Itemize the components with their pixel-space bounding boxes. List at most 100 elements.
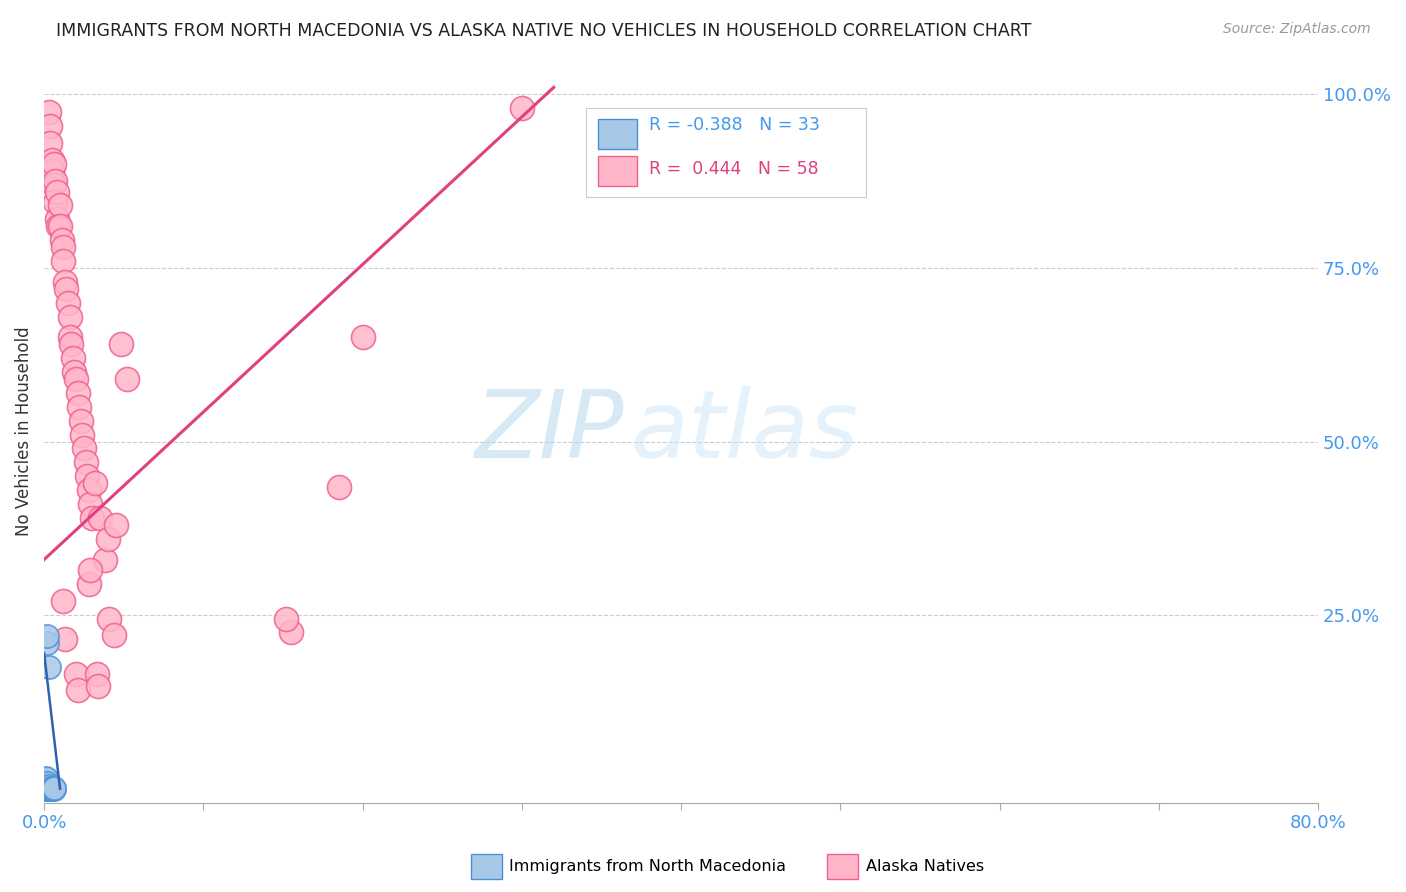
Point xyxy=(38,779,60,793)
Point xyxy=(84,476,107,491)
FancyBboxPatch shape xyxy=(585,108,866,197)
Point xyxy=(76,469,98,483)
Point xyxy=(79,563,101,577)
Text: Immigrants from North Macedonia: Immigrants from North Macedonia xyxy=(509,859,786,873)
Point xyxy=(45,212,67,227)
Point xyxy=(69,414,91,428)
Point xyxy=(49,198,72,212)
Point xyxy=(510,101,533,115)
Point xyxy=(52,240,75,254)
Point xyxy=(110,337,132,351)
Point xyxy=(75,455,97,469)
Point xyxy=(65,667,87,681)
Point xyxy=(37,781,59,796)
Point xyxy=(37,776,59,790)
Point xyxy=(48,219,70,234)
Point xyxy=(35,772,58,786)
Point xyxy=(276,611,298,625)
Point xyxy=(38,781,60,796)
Point xyxy=(37,780,59,795)
Point xyxy=(352,330,374,344)
Point xyxy=(38,780,60,795)
Point xyxy=(49,219,72,234)
Point xyxy=(35,773,58,788)
Point xyxy=(103,627,125,641)
Point xyxy=(35,778,58,792)
Point xyxy=(35,778,58,792)
Text: IMMIGRANTS FROM NORTH MACEDONIA VS ALASKA NATIVE NO VEHICLES IN HOUSEHOLD CORREL: IMMIGRANTS FROM NORTH MACEDONIA VS ALASK… xyxy=(56,22,1032,40)
Point xyxy=(63,365,86,379)
Point xyxy=(35,776,58,790)
Point xyxy=(79,497,101,511)
Point xyxy=(72,427,94,442)
Point xyxy=(56,295,79,310)
Point xyxy=(37,629,59,643)
Point xyxy=(41,153,63,168)
Point xyxy=(38,104,60,119)
Point xyxy=(62,351,84,366)
Point xyxy=(35,775,58,789)
Point xyxy=(52,594,75,608)
Point xyxy=(44,174,66,188)
FancyBboxPatch shape xyxy=(599,156,637,186)
Point xyxy=(80,511,103,525)
Point xyxy=(42,780,65,795)
Point xyxy=(35,774,58,789)
Point xyxy=(42,178,65,192)
Text: Source: ZipAtlas.com: Source: ZipAtlas.com xyxy=(1223,22,1371,37)
Point xyxy=(35,777,58,791)
Point xyxy=(73,442,96,456)
Point xyxy=(97,532,120,546)
Point xyxy=(65,372,87,386)
Point xyxy=(37,779,59,793)
Point xyxy=(51,233,73,247)
Point xyxy=(52,254,75,268)
Point xyxy=(41,781,63,796)
Point xyxy=(89,511,111,525)
Point xyxy=(44,194,66,209)
Point xyxy=(328,480,350,494)
Point xyxy=(39,780,62,795)
FancyBboxPatch shape xyxy=(599,119,637,149)
Text: R = -0.388   N = 33: R = -0.388 N = 33 xyxy=(650,116,820,134)
Text: Alaska Natives: Alaska Natives xyxy=(866,859,984,873)
Point xyxy=(93,552,115,566)
Point xyxy=(35,781,58,796)
Point xyxy=(38,660,60,674)
Point xyxy=(42,781,65,796)
Text: atlas: atlas xyxy=(630,385,859,476)
Point xyxy=(98,611,121,625)
Point xyxy=(35,772,58,786)
Text: ZIP: ZIP xyxy=(474,385,624,476)
Point xyxy=(45,185,67,199)
Point xyxy=(38,780,60,795)
Point xyxy=(58,310,80,324)
Point xyxy=(35,780,58,795)
Point xyxy=(39,136,62,150)
Point xyxy=(280,625,302,640)
Point xyxy=(39,781,62,796)
Point xyxy=(104,517,127,532)
Point xyxy=(35,779,58,793)
Y-axis label: No Vehicles in Household: No Vehicles in Household xyxy=(15,326,32,536)
Point xyxy=(66,683,89,698)
Point xyxy=(37,636,59,650)
Point xyxy=(60,337,83,351)
Point xyxy=(42,157,65,171)
Point xyxy=(37,778,59,792)
Point xyxy=(58,330,80,344)
Point xyxy=(66,385,89,400)
Point xyxy=(53,275,76,289)
Point xyxy=(55,282,77,296)
Point xyxy=(35,780,58,795)
Point xyxy=(86,667,108,681)
Point xyxy=(77,577,100,591)
Point xyxy=(39,119,62,133)
Point xyxy=(35,772,58,787)
Point xyxy=(115,372,138,386)
Point xyxy=(87,679,110,693)
Point xyxy=(77,483,100,497)
Point xyxy=(53,632,76,647)
Point xyxy=(35,774,58,789)
Text: R =  0.444   N = 58: R = 0.444 N = 58 xyxy=(650,160,818,178)
